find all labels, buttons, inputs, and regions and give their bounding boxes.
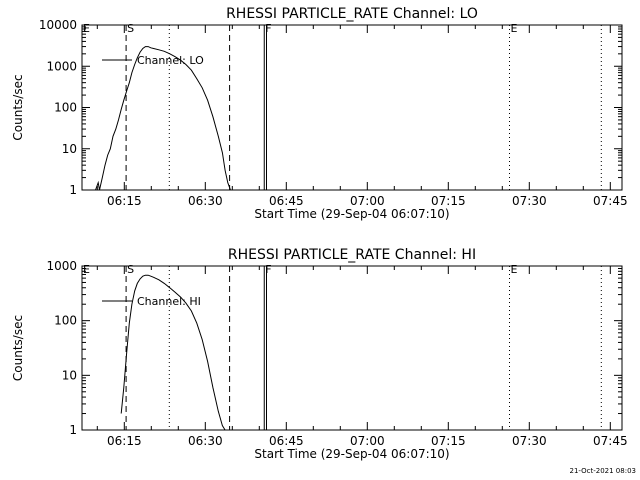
legend-label: Channel: LO [137, 54, 204, 67]
y-axis-label: Counts/sec [11, 315, 25, 381]
y-axis-label: Counts/sec [11, 74, 25, 140]
x-axis-label: Start Time (29-Sep-04 06:07:10) [254, 207, 449, 221]
y-tick-label: 10 [62, 142, 77, 156]
x-tick-label: 06:15 [107, 434, 142, 448]
y-tick-label: 10 [62, 368, 77, 382]
lo-channel-panel: RHESSI PARTICLE_RATE Channel: LO 06:15 06:… [11, 6, 628, 221]
y-tick-label: 100 [54, 101, 77, 115]
event-marker-label: F [265, 263, 271, 276]
event-marker-label: E [511, 263, 518, 276]
series-line [95, 46, 231, 190]
plot-frame [81, 24, 623, 191]
x-tick-label: 06:15 [107, 194, 142, 208]
y-tick-label: 1000 [46, 259, 77, 273]
y-tick-label: 1000 [46, 59, 77, 73]
event-marker-label: E [511, 22, 518, 35]
event-marker-label: F [265, 22, 271, 35]
event-marker-label: S [127, 263, 134, 276]
x-tick-label: 06:45 [269, 434, 304, 448]
chart-title: RHESSI PARTICLE_RATE Channel: HI [228, 247, 476, 263]
plot-frame [81, 265, 623, 431]
x-tick-label: 06:30 [188, 194, 223, 208]
event-marker-label: E [83, 22, 90, 35]
x-tick-label: 07:15 [431, 194, 466, 208]
series-line [120, 274, 226, 430]
x-tick-label: 07:15 [431, 434, 466, 448]
x-tick-label: 07:45 [593, 194, 628, 208]
hi-channel-panel: RHESSI PARTICLE_RATE Channel: HI 06:15 06:… [11, 247, 628, 461]
y-tick-label: 1 [69, 183, 77, 197]
x-tick-label: 06:45 [269, 194, 304, 208]
x-tick-label: 07:00 [350, 434, 385, 448]
footer-timestamp: 21-Oct-2021 08:03 [570, 467, 636, 475]
y-tick-label: 1 [69, 423, 77, 437]
x-tick-label: 07:30 [512, 194, 547, 208]
y-tick-label: 10000 [39, 18, 77, 32]
x-tick-label: 07:30 [512, 434, 547, 448]
x-tick-label: 06:30 [188, 434, 223, 448]
y-tick-label: 100 [54, 314, 77, 328]
legend-label: Channel: HI [137, 295, 201, 308]
chart-title: RHESSI PARTICLE_RATE Channel: LO [226, 6, 478, 22]
x-axis-label: Start Time (29-Sep-04 06:07:10) [254, 447, 449, 461]
x-tick-label: 07:45 [593, 434, 628, 448]
event-marker-label: E [83, 263, 90, 276]
x-tick-label: 07:00 [350, 194, 385, 208]
event-marker-label: S [127, 22, 134, 35]
